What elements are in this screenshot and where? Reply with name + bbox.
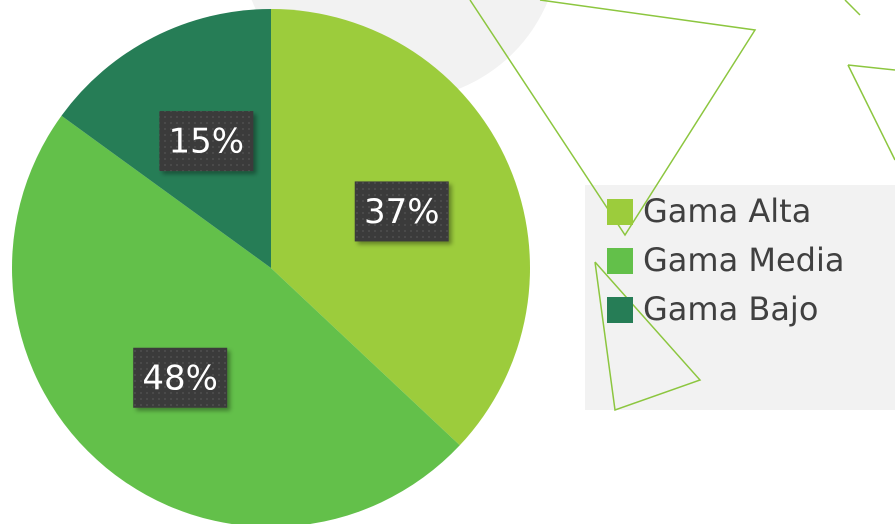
legend-label: Gama Alta [643, 192, 811, 230]
data-label-box [159, 111, 254, 172]
legend: Gama Alta Gama Media Gama Bajo [607, 192, 844, 328]
data-labels: 37% 48% 15% [133, 111, 449, 408]
legend-swatch [607, 297, 633, 323]
legend-label: Gama Bajo [643, 290, 818, 328]
legend-swatch [607, 248, 633, 274]
data-label-box [133, 347, 228, 408]
data-label: 48% [142, 358, 218, 398]
legend-background [585, 185, 895, 410]
pie [12, 9, 530, 524]
legend-swatch [607, 199, 633, 225]
pie-slice [12, 115, 460, 524]
data-label: 15% [169, 122, 245, 162]
data-label: 37% [364, 192, 440, 232]
legend-label: Gama Media [643, 241, 844, 279]
decoration [469, 0, 895, 412]
data-label-box [354, 181, 449, 242]
